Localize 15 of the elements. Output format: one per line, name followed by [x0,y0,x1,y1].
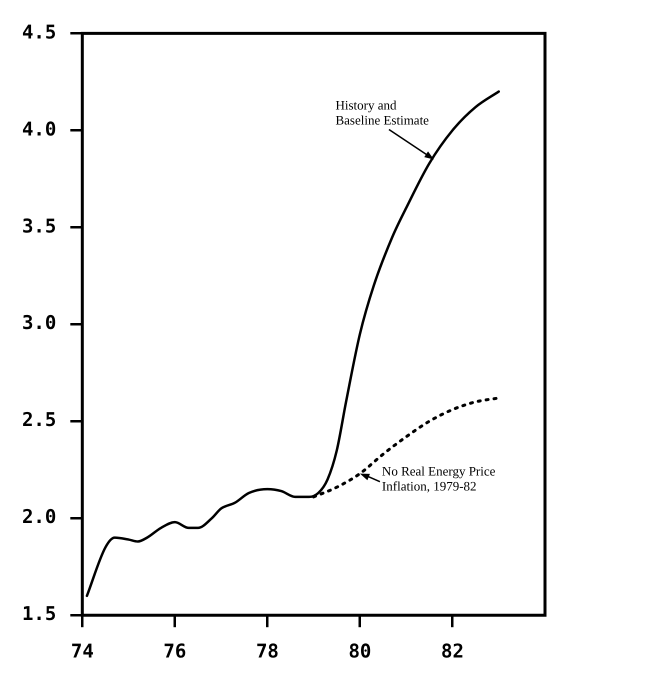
line-series [86,90,500,598]
x-tick-label: 82 [441,640,464,663]
y-tick-label: 4.0 [22,118,56,140]
y-tick-label: 2.0 [22,506,56,528]
annotation: History and Baseline Estimate [335,97,430,128]
y-tick-label: 3.0 [22,312,56,334]
x-tick-label: 80 [348,640,372,663]
annotation: No Real Energy Price Inflation, 1979-82 [382,464,496,494]
x-tick-label: 78 [256,640,279,663]
y-tick-label: 2.5 [22,409,56,432]
x-tick-label: 76 [163,640,186,663]
y-tick-label: 3.5 [22,215,56,238]
x-tick-label: 74 [70,640,94,663]
y-tick-label: 1.5 [22,603,56,626]
y-tick-label: 4.5 [22,21,56,44]
